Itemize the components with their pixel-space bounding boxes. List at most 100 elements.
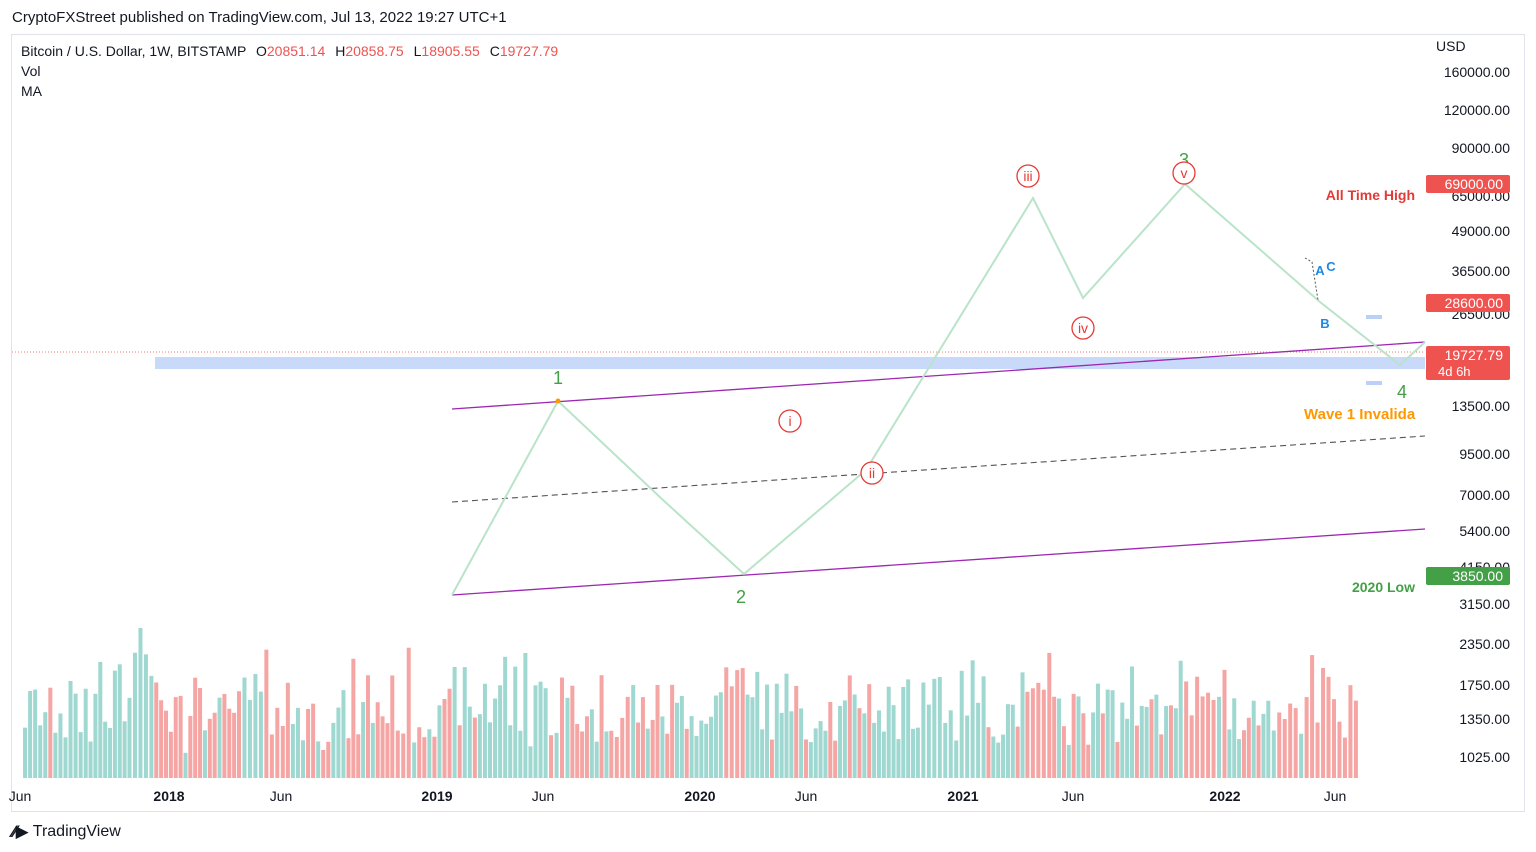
- x-tick-label: 2022: [1209, 788, 1240, 804]
- volume-bar: [417, 727, 422, 778]
- volume-bar: [380, 716, 385, 778]
- volume-bar: [108, 727, 113, 778]
- price-tag-countdown: 4d 6h: [1438, 364, 1471, 379]
- x-tick-label: Jun: [270, 788, 293, 804]
- volume-bar: [1184, 681, 1189, 778]
- volume-bar: [926, 704, 931, 778]
- volume-bar: [1030, 688, 1035, 778]
- y-tick-label: 120000.00: [1444, 102, 1510, 118]
- volume-bar: [316, 741, 321, 778]
- volume-bar: [650, 719, 655, 778]
- channel-midline: [451, 435, 1426, 503]
- y-tick-label: 1750.00: [1459, 677, 1510, 693]
- volume-bar: [709, 716, 714, 778]
- volume-bar: [575, 724, 580, 778]
- volume-bar: [881, 731, 886, 778]
- support-band-layer: [155, 315, 1425, 385]
- volume-bar: [813, 728, 818, 778]
- volume-bar: [112, 670, 117, 778]
- volume-bar: [395, 730, 400, 778]
- volume-bar: [718, 692, 723, 778]
- volume-bar: [1173, 708, 1178, 778]
- volume-bar: [584, 716, 589, 778]
- tradingview-logo[interactable]: ⁄⁄▶ TradingView: [12, 822, 121, 842]
- channel-upper: [451, 341, 1426, 410]
- volume-bar: [937, 676, 942, 778]
- indicator-vol[interactable]: Vol: [21, 63, 41, 79]
- support-band: [155, 357, 1425, 369]
- x-tick-label: Jun: [795, 788, 818, 804]
- volume-bar: [1164, 706, 1169, 778]
- volume-bar: [1115, 741, 1120, 778]
- volume-bar: [503, 656, 508, 778]
- volume-bar: [513, 666, 518, 778]
- volume-bar: [285, 682, 290, 778]
- volume-bar: [838, 705, 843, 778]
- volume-bar: [857, 708, 862, 778]
- volume-bar: [896, 739, 901, 778]
- volume-bar: [609, 730, 614, 778]
- subwave-label: iv: [1078, 320, 1088, 336]
- volume-bar: [1086, 744, 1091, 778]
- volume-bar: [665, 733, 670, 778]
- volume-bar: [915, 727, 920, 778]
- volume-bar: [589, 709, 594, 778]
- close-value: 19727.79: [499, 43, 559, 59]
- volume-bar: [1130, 666, 1135, 778]
- volume-bar: [1061, 726, 1066, 778]
- volume-bar: [122, 721, 127, 778]
- volume-bar: [862, 713, 867, 778]
- volume-bar: [891, 705, 896, 778]
- volume-bar: [886, 686, 891, 778]
- volume-bar: [1125, 718, 1130, 778]
- volume-bar: [1241, 730, 1246, 778]
- y-tick-label: 2350.00: [1459, 636, 1510, 652]
- volume-bar: [467, 706, 472, 778]
- volume-bar: [488, 722, 493, 778]
- x-tick-label: Jun: [9, 788, 32, 804]
- wave1-invalidation-annotation: Wave 1 Invalida: [1304, 406, 1416, 423]
- x-tick-label: Jun: [1062, 788, 1085, 804]
- x-tick-label: Jun: [1324, 788, 1347, 804]
- volume-bar: [679, 696, 684, 778]
- symbol-title[interactable]: Bitcoin / U.S. Dollar, 1W, BITSTAMP: [21, 43, 247, 59]
- low-value: 18905.55: [421, 43, 480, 59]
- volume-bar: [1057, 698, 1062, 778]
- volume-bar: [442, 698, 447, 778]
- volume-bar: [570, 685, 575, 778]
- volume-bar: [906, 679, 911, 778]
- volume-bar: [462, 667, 467, 778]
- volume-bar: [699, 720, 704, 778]
- volume-bar: [713, 695, 718, 778]
- volume-bar: [1217, 696, 1222, 778]
- chart-frame[interactable]: [11, 34, 1525, 812]
- volume-bar: [164, 710, 168, 778]
- volume-bar: [127, 697, 132, 778]
- indicator-ma[interactable]: MA: [21, 83, 42, 99]
- volume-bar: [1091, 712, 1096, 778]
- volume-bar: [98, 661, 103, 778]
- volume-bar: [1134, 725, 1139, 778]
- volume-bar: [675, 702, 679, 778]
- volume-bar: [149, 675, 154, 778]
- volume-bar: [876, 710, 881, 778]
- volume-bar: [242, 677, 247, 778]
- volume-bar: [1015, 726, 1020, 778]
- volume-bar: [1237, 739, 1242, 778]
- volume-bar: [1200, 696, 1205, 778]
- y-tick-label: 7000.00: [1459, 487, 1510, 503]
- volume-bar: [1052, 696, 1057, 778]
- volume-bar: [1232, 698, 1237, 778]
- volume-bar: [1256, 725, 1261, 778]
- volume-bar: [452, 667, 457, 778]
- volume-bar: [390, 675, 395, 778]
- volume-bar: [1025, 691, 1030, 778]
- volume-bar: [346, 738, 351, 778]
- volume-bar: [970, 660, 975, 778]
- x-tick-label: 2021: [947, 788, 978, 804]
- volume-bar: [326, 741, 331, 778]
- wave-label-2: 2: [736, 587, 746, 607]
- volume-bar: [482, 683, 487, 778]
- price-tag: [1426, 346, 1510, 380]
